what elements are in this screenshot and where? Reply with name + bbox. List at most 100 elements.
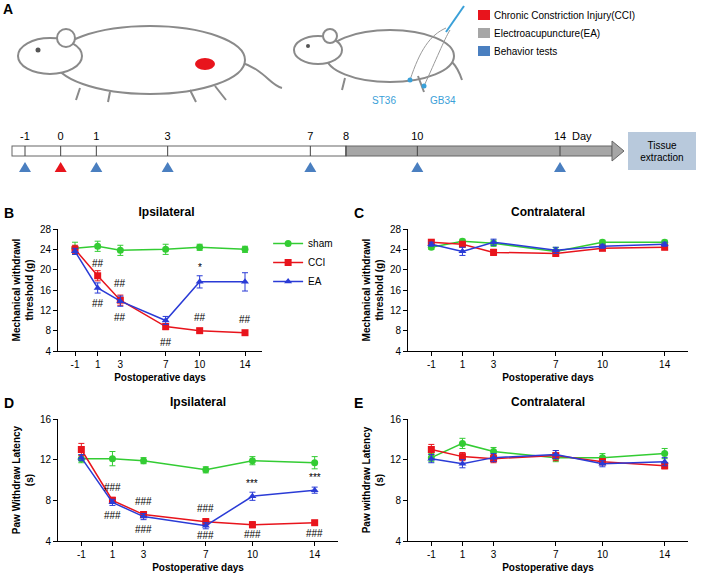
svg-text:sham: sham [308,238,332,249]
svg-text:##: ## [92,298,104,309]
svg-text:0: 0 [58,130,64,142]
svg-text:Day: Day [572,130,592,142]
svg-text:###: ### [306,528,323,539]
svg-text:Postoperative days: Postoperative days [502,562,594,573]
svg-text:##: ## [92,258,104,269]
svg-text:##: ## [114,312,126,323]
svg-text:CCI: CCI [308,257,325,268]
svg-text:***: *** [246,478,258,489]
svg-text:10: 10 [597,359,609,370]
svg-text:7: 7 [553,549,559,560]
svg-text:Paw Withdraw Latency(s): Paw Withdraw Latency(s) [11,425,35,534]
svg-text:4: 4 [395,346,401,357]
svg-text:Behavior tests: Behavior tests [494,46,557,57]
svg-text:Chronic Constriction Injury(CC: Chronic Constriction Injury(CCI) [494,10,635,21]
svg-text:3: 3 [165,130,171,142]
svg-text:1: 1 [95,359,101,370]
svg-text:##: ## [239,314,251,325]
html-text:B: B [4,205,15,221]
svg-text:extraction: extraction [640,152,683,163]
svg-text:7: 7 [203,549,209,560]
svg-text:3: 3 [141,549,147,560]
svg-text:10: 10 [411,130,423,142]
svg-text:4: 4 [45,346,51,357]
svg-text:12: 12 [40,454,52,465]
svg-text:Contralateral: Contralateral [511,395,585,409]
svg-text:7: 7 [307,130,313,142]
svg-text:Ipsilateral: Ipsilateral [170,395,226,409]
svg-text:14: 14 [659,359,671,370]
svg-text:ST36: ST36 [372,95,396,106]
svg-text:###: ### [197,503,214,514]
svg-text:8: 8 [45,495,51,506]
svg-text:4: 4 [395,536,401,547]
svg-text:EA: EA [308,276,322,287]
svg-text:3: 3 [491,549,497,560]
html-text:E: E [354,395,364,411]
svg-text:-1: -1 [427,549,436,560]
svg-text:10: 10 [194,359,206,370]
svg-text:GB34: GB34 [430,95,456,106]
html-text:C: C [354,205,365,221]
svg-text:8: 8 [395,325,401,336]
svg-text:###: ### [135,524,152,535]
svg-text:8: 8 [45,325,51,336]
svg-text:20: 20 [390,264,402,275]
svg-text:Mechanical withdrawlthreshold: Mechanical withdrawlthreshold (g) [11,238,35,341]
svg-text:###: ### [104,482,121,493]
svg-text:14: 14 [309,549,321,560]
svg-text:Tissue: Tissue [647,140,677,151]
svg-text:-1: -1 [20,130,30,142]
svg-text:16: 16 [40,285,52,296]
html-text:D: D [4,395,15,411]
svg-text:8: 8 [343,130,349,142]
svg-text:Mechanical withdrawlthreshold: Mechanical withdrawlthreshold (g) [361,238,385,341]
svg-text:1: 1 [110,549,116,560]
svg-text:28: 28 [40,224,52,235]
svg-text:Contralateral: Contralateral [511,205,585,219]
svg-text:-1: -1 [71,359,80,370]
svg-text:28: 28 [390,224,402,235]
svg-text:A: A [3,1,13,17]
svg-text:12: 12 [40,305,52,316]
svg-text:*: * [198,262,202,273]
svg-text:Postoperative days: Postoperative days [152,562,244,573]
svg-text:12: 12 [390,454,402,465]
svg-text:Postoperative days: Postoperative days [502,372,594,383]
svg-text:###: ### [197,530,214,541]
svg-text:-1: -1 [77,549,86,560]
svg-text:Electroacupuncture(EA): Electroacupuncture(EA) [494,28,600,39]
svg-text:10: 10 [247,549,259,560]
svg-text:###: ### [135,496,152,507]
svg-text:###: ### [244,529,261,540]
svg-text:##: ## [194,312,206,323]
svg-text:***: *** [309,472,321,483]
svg-text:4: 4 [45,536,51,547]
svg-text:7: 7 [163,359,169,370]
svg-text:3: 3 [491,359,497,370]
svg-text:Postoperative days: Postoperative days [114,372,206,383]
svg-text:24: 24 [40,244,52,255]
svg-text:3: 3 [118,359,124,370]
svg-text:##: ## [114,278,126,289]
svg-text:7: 7 [553,359,559,370]
svg-text:14: 14 [659,549,671,560]
svg-text:20: 20 [40,264,52,275]
svg-text:16: 16 [390,414,402,425]
svg-text:-1: -1 [427,359,436,370]
svg-text:##: ## [160,337,172,348]
svg-text:14: 14 [554,130,566,142]
svg-text:14: 14 [239,359,251,370]
svg-text:24: 24 [390,244,402,255]
svg-text:12: 12 [390,305,402,316]
svg-text:Ipsilateral: Ipsilateral [138,205,194,219]
svg-text:1: 1 [460,549,466,560]
svg-text:10: 10 [597,549,609,560]
svg-text:Paw withdraw Latency(s): Paw withdraw Latency(s) [361,426,385,533]
svg-text:1: 1 [93,130,99,142]
svg-text:16: 16 [40,414,52,425]
svg-text:16: 16 [390,285,402,296]
svg-text:1: 1 [460,359,466,370]
svg-text:8: 8 [395,495,401,506]
svg-text:###: ### [104,510,121,521]
